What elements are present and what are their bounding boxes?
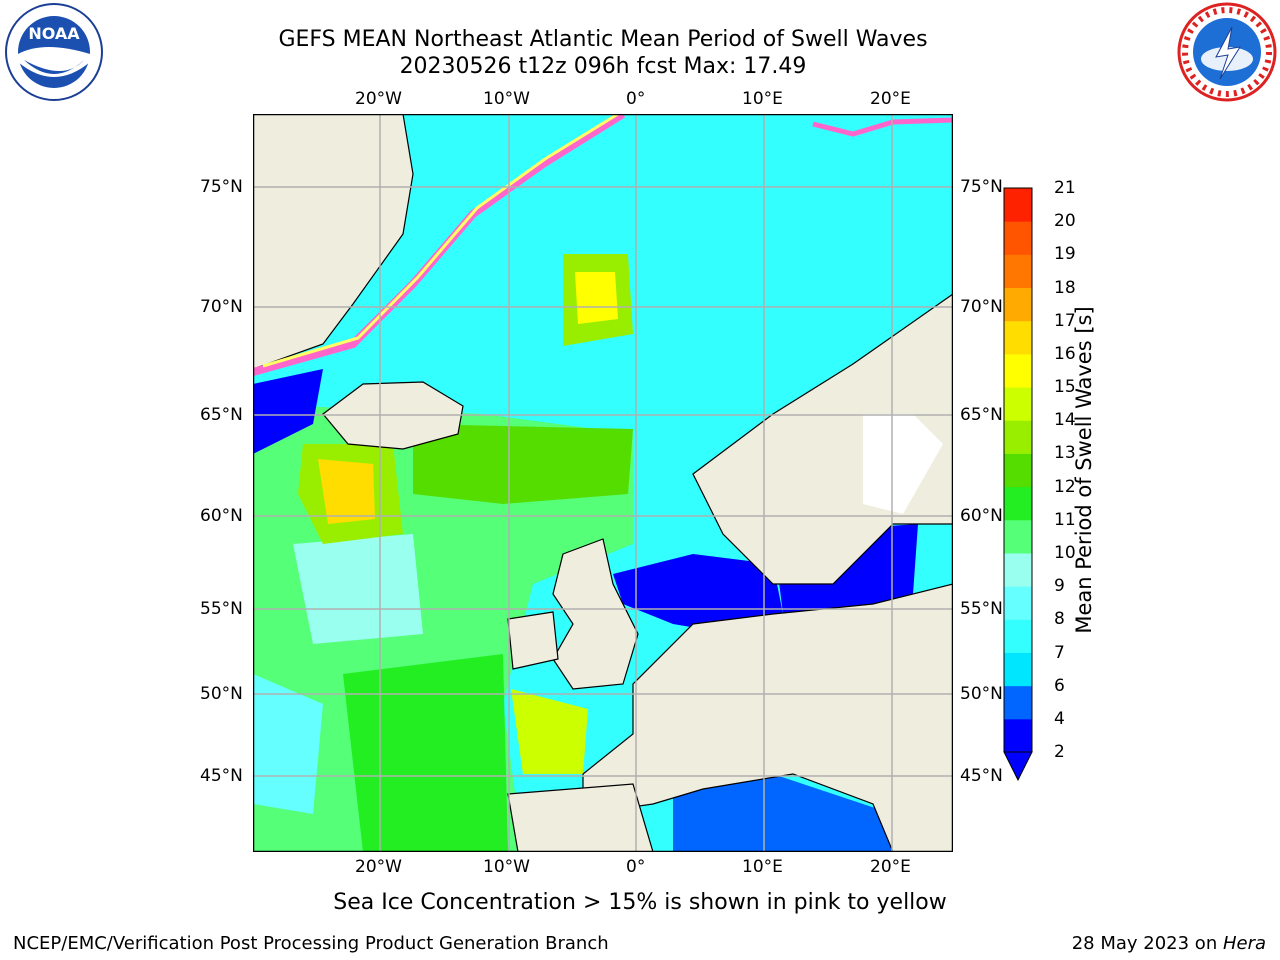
colorbar-tick-label: 12: [1054, 476, 1076, 497]
nws-logo: [1177, 2, 1277, 102]
lon-label-bottom: 10°E: [742, 857, 783, 877]
lon-label-bottom: 0°: [626, 857, 646, 877]
colorbar-segment: [1004, 188, 1032, 222]
colorbar-segment: [1004, 221, 1032, 255]
lat-label-left: 75°N: [200, 177, 243, 197]
footer-credit: NCEP/EMC/Verification Post Processing Pr…: [13, 933, 609, 954]
colorbar-tick-label: 21: [1054, 178, 1076, 198]
chart-subtitle: 20230526 t12z 096h fcst Max: 17.49: [399, 54, 807, 79]
colorbar-tick-label: 19: [1054, 244, 1076, 265]
iberia-land: [507, 783, 654, 852]
colorbar-segment: [1004, 254, 1032, 289]
lon-label-top: 20°E: [870, 89, 911, 109]
colorbar-tick-label: 14: [1054, 410, 1076, 431]
colorbar-tick-label: 10: [1054, 542, 1076, 563]
colorbar-tick-label: 15: [1054, 377, 1076, 398]
map-panel: [253, 114, 953, 852]
colorbar-tick-label: 17: [1054, 310, 1076, 331]
lat-label-left: 45°N: [200, 766, 243, 786]
footer-date: 28 May 2023 on Hera: [1072, 933, 1266, 954]
lon-label-top: 20°W: [355, 89, 402, 109]
lat-label-left: 50°N: [200, 684, 243, 704]
colorbar-segment: [1004, 718, 1032, 753]
colorbar: [1003, 187, 1033, 782]
colorbar-tick-label: 11: [1054, 509, 1076, 530]
lat-label-right: 45°N: [960, 766, 1003, 786]
faroe-swell-core: [318, 459, 375, 524]
swell-period-map: [253, 114, 953, 852]
colorbar-tick-label: 2: [1054, 742, 1065, 762]
colorbar-tick-labels: 2 4 6 7 8 9 10 11 12 13 14 15 16 17 18 19 20 21: [1054, 178, 1114, 780]
cyan-pocket-sw: [253, 674, 323, 814]
colorbar-tick-label: 13: [1054, 443, 1076, 464]
lon-label-bottom: 20°W: [355, 857, 402, 877]
light-cyan-pocket: [293, 534, 423, 644]
colorbar-segment: [1004, 353, 1032, 388]
colorbar-tick-label: 20: [1054, 211, 1076, 232]
colorbar-tick-label: 9: [1054, 576, 1065, 597]
colorbar-segment: [1004, 519, 1032, 554]
lat-label-left: 70°N: [200, 297, 243, 317]
colorbar-segments: [1003, 187, 1033, 753]
lat-label-right: 70°N: [960, 297, 1003, 317]
north-sea-low-swell: [613, 554, 783, 634]
sweden-inland-white: [863, 414, 943, 514]
jan-mayen-swell-core: [575, 272, 618, 324]
colorbar-segment: [1004, 420, 1032, 454]
chart-title: GEFS MEAN Northeast Atlantic Mean Period…: [278, 27, 928, 52]
colorbar-segment: [1004, 685, 1032, 720]
colorbar-segment: [1004, 320, 1032, 355]
greenland-coastal-low-swell: [253, 369, 323, 454]
mediterranean-low-swell: [673, 774, 893, 852]
lat-label-right: 60°N: [960, 506, 1003, 526]
colorbar-segment: [1004, 552, 1032, 587]
colorbar-tick-label: 18: [1054, 277, 1076, 298]
ireland-land: [507, 611, 559, 670]
colorbar-segment: [1004, 287, 1032, 322]
colorbar-segment: [1004, 453, 1032, 488]
colorbar-tick-label: 7: [1054, 642, 1065, 663]
noaa-logo-text: NOAA: [28, 24, 80, 43]
noaa-logo: NOAA: [5, 3, 103, 101]
map-border: [253, 114, 953, 852]
footer-machine: Hera: [1222, 933, 1266, 954]
sea-ice-edge-inner: [262, 114, 619, 368]
colorbar-tick-label: 6: [1054, 675, 1065, 696]
colorbar-segment: [1004, 586, 1032, 620]
colorbar-segment: [1004, 486, 1032, 521]
graticule: [253, 114, 953, 852]
lat-label-right: 55°N: [960, 599, 1003, 619]
lat-label-right: 50°N: [960, 684, 1003, 704]
colorbar-segment: [1004, 652, 1032, 687]
lon-label-bottom: 20°E: [870, 857, 911, 877]
lon-label-bottom: 10°W: [483, 857, 530, 877]
sea-ice-note: Sea Ice Concentration > 15% is shown in …: [333, 890, 947, 915]
lon-label-top: 10°W: [483, 89, 530, 109]
colorbar-tick-label: 16: [1054, 343, 1076, 364]
colorbar-segment: [1004, 619, 1032, 653]
lon-label-top: 10°E: [742, 89, 783, 109]
colorbar-tick-label: 4: [1054, 708, 1065, 729]
colorbar-tick-label: 8: [1054, 609, 1065, 630]
colorbar-segment: [1004, 387, 1032, 421]
lat-label-left: 65°N: [200, 405, 243, 425]
scandinavia-land: [692, 293, 953, 585]
bay-of-biscay-swell-core: [511, 689, 588, 774]
lat-label-left: 60°N: [200, 506, 243, 526]
iceland-south-swell: [413, 424, 633, 504]
colorbar-extend-arrow: [1003, 751, 1033, 782]
colorbar-label: Mean Period of Swell Waves [s]: [1072, 306, 1096, 634]
lat-label-right: 65°N: [960, 405, 1003, 425]
biscay-swell-field: [343, 654, 508, 852]
lat-label-right: 75°N: [960, 177, 1003, 197]
lon-label-top: 0°: [626, 89, 646, 109]
footer-date-text: 28 May 2023 on: [1071, 933, 1223, 954]
continental-europe-land: [582, 583, 953, 852]
lat-label-left: 55°N: [200, 599, 243, 619]
svalbard-ice-edge: [812, 117, 953, 137]
